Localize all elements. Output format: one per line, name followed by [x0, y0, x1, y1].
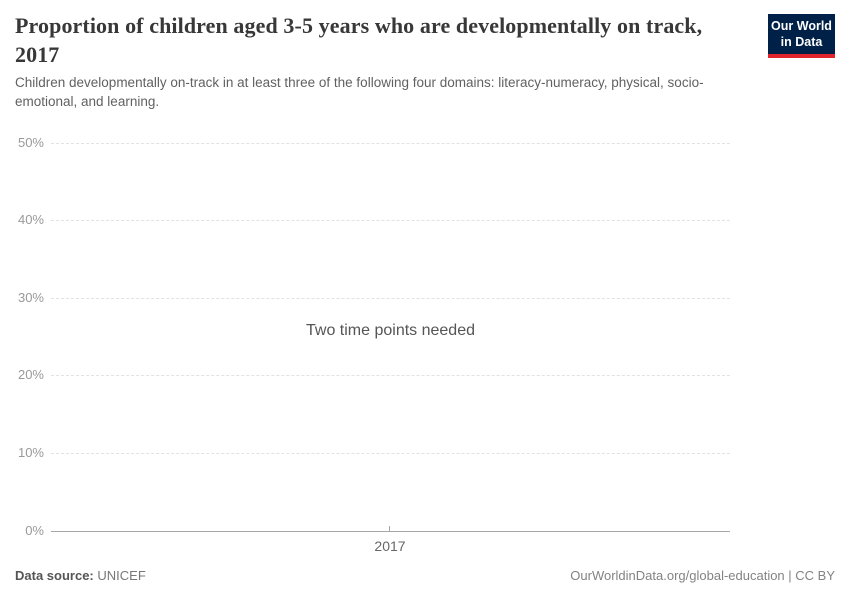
- y-axis-tick-label: 30%: [17, 290, 44, 305]
- data-source-label: Data source:: [15, 568, 94, 583]
- gridline: [51, 453, 730, 454]
- empty-chart-message: Two time points needed: [306, 322, 475, 339]
- gridline: [51, 298, 730, 299]
- owid-logo-line2: in Data: [780, 34, 823, 49]
- y-axis-tick-label: 10%: [17, 445, 44, 460]
- gridline: [51, 220, 730, 221]
- gridline: [51, 375, 730, 376]
- data-source: Data source: UNICEF: [15, 568, 146, 583]
- chart-footer: Data source: UNICEF OurWorldinData.org/g…: [15, 568, 835, 583]
- owid-logo: Our World in Data: [768, 14, 835, 58]
- x-axis-tick-label: 2017: [374, 538, 406, 554]
- y-axis-tick-label: 50%: [17, 135, 44, 150]
- chart-title: Proportion of children aged 3-5 years wh…: [15, 13, 703, 67]
- y-axis-tick-label: 40%: [17, 212, 44, 227]
- x-axis-tick-mark: [389, 526, 390, 531]
- axis-line: [51, 531, 730, 532]
- y-axis-tick-label: 0%: [25, 523, 44, 538]
- chart-subtitle: Children developmentally on-track in at …: [15, 75, 704, 109]
- y-axis-tick-label: 20%: [17, 367, 44, 382]
- owid-footer-link[interactable]: OurWorldinData.org/global-education | CC…: [570, 568, 835, 583]
- gridline: [51, 143, 730, 144]
- data-source-value: UNICEF: [97, 568, 146, 583]
- owid-logo-line1: Our World: [771, 19, 832, 33]
